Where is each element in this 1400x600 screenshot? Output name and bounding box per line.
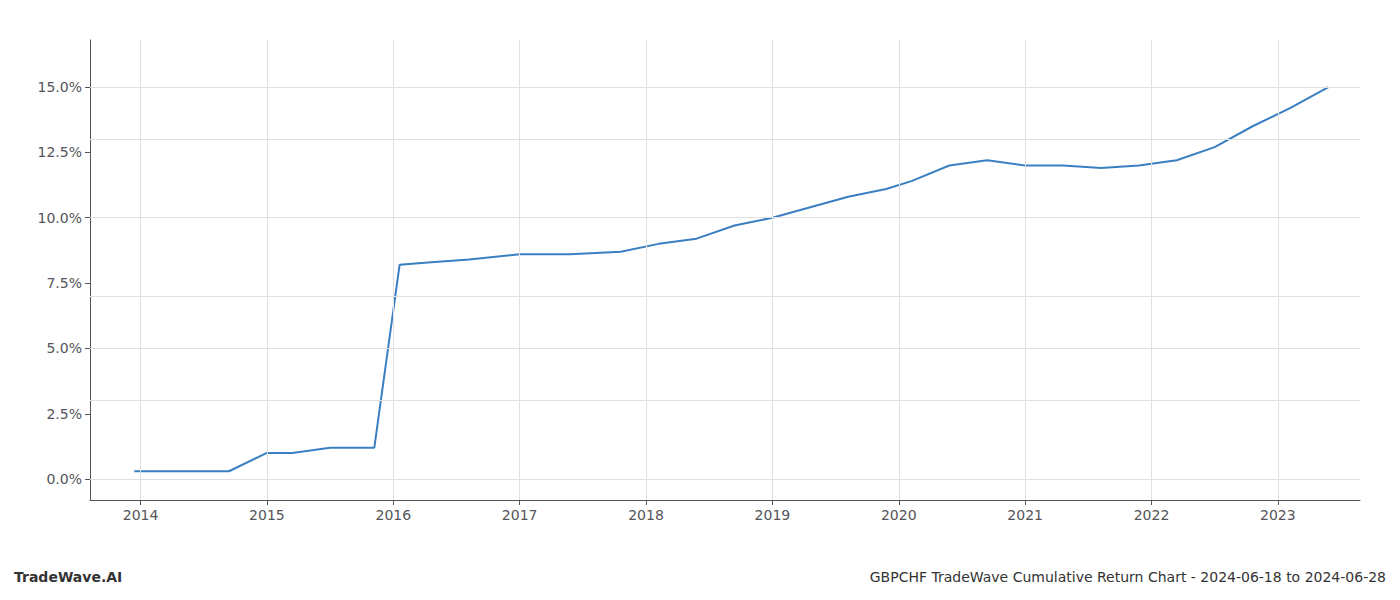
svg-text:2020: 2020 [881, 507, 917, 523]
svg-text:12.5%: 12.5% [38, 144, 82, 160]
svg-text:2014: 2014 [123, 507, 159, 523]
svg-text:2015: 2015 [249, 507, 285, 523]
svg-text:2022: 2022 [1134, 507, 1170, 523]
svg-text:2021: 2021 [1007, 507, 1043, 523]
svg-text:GBPCHF TradeWave Cumulative Re: GBPCHF TradeWave Cumulative Return Chart… [870, 569, 1386, 585]
svg-text:2016: 2016 [375, 507, 411, 523]
svg-text:10.0%: 10.0% [38, 210, 82, 226]
svg-text:2.5%: 2.5% [46, 406, 82, 422]
svg-text:7.5%: 7.5% [46, 275, 82, 291]
svg-text:2017: 2017 [502, 507, 538, 523]
svg-text:0.0%: 0.0% [46, 471, 82, 487]
svg-text:2023: 2023 [1260, 507, 1296, 523]
svg-text:TradeWave.AI: TradeWave.AI [14, 569, 122, 585]
svg-text:5.0%: 5.0% [46, 340, 82, 356]
svg-text:2018: 2018 [628, 507, 664, 523]
svg-text:15.0%: 15.0% [38, 79, 82, 95]
svg-text:2019: 2019 [755, 507, 791, 523]
